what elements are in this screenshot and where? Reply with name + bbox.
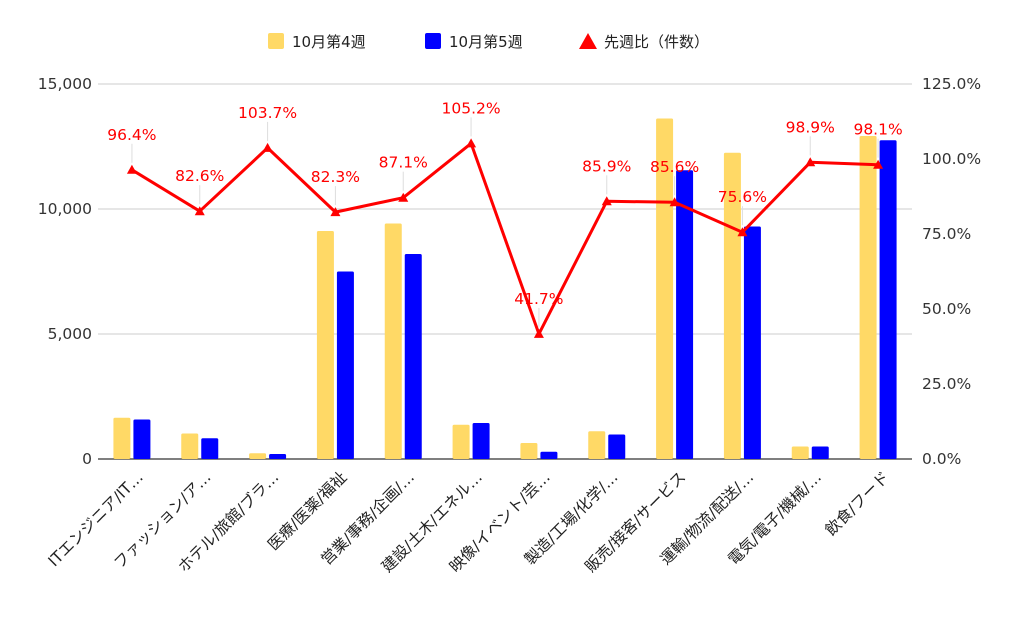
data-label: 96.4% xyxy=(107,126,156,144)
y-left-tick-label: 15,000 xyxy=(38,75,92,93)
line-point-marker xyxy=(601,196,612,206)
y-left-tick-label: 10,000 xyxy=(38,200,92,218)
bar xyxy=(472,423,490,459)
bar xyxy=(791,446,809,459)
bar xyxy=(316,231,334,459)
y-left-tick-label: 5,000 xyxy=(48,325,92,343)
y-right-tick-label: 125.0% xyxy=(922,75,981,93)
y-right-tick-label: 75.0% xyxy=(922,225,971,243)
bar xyxy=(588,431,606,459)
bar xyxy=(384,223,402,459)
bar xyxy=(113,417,131,459)
legend-swatch xyxy=(268,33,284,49)
line-point-marker xyxy=(194,206,205,216)
legend-label: 先週比（件数） xyxy=(604,33,709,51)
y-left-tick-label: 0 xyxy=(82,450,92,468)
bar xyxy=(859,136,877,459)
data-label: 85.6% xyxy=(650,158,699,176)
bar xyxy=(879,140,897,459)
bar xyxy=(336,271,354,459)
legend-label: 10月第5週 xyxy=(449,33,523,51)
bar xyxy=(608,434,626,459)
bar xyxy=(201,438,219,459)
x-axis-categories: ITエンジニア/IT…ファッション/ア…ホテル/旅館/ブラ…医療/医薬/福祉営業… xyxy=(45,467,893,576)
data-label: 105.2% xyxy=(442,99,501,117)
x-category-label: 飲食/フード xyxy=(822,468,893,539)
legend-swatch xyxy=(425,33,441,49)
line-point-marker xyxy=(126,164,137,174)
bar xyxy=(452,424,470,459)
bar xyxy=(249,453,267,459)
line-point-marker xyxy=(737,227,748,237)
data-label: 75.6% xyxy=(718,188,767,206)
y-axis-right: 0.0% 25.0% 50.0% 75.0% 100.0% 125.0% xyxy=(922,75,981,468)
legend: 10月第4週 10月第5週 先週比（件数） xyxy=(268,33,709,51)
ratio-line xyxy=(131,141,879,336)
bar xyxy=(269,454,287,459)
bar xyxy=(133,419,151,459)
y-right-tick-label: 25.0% xyxy=(922,375,971,393)
data-label: 82.6% xyxy=(175,167,224,185)
y-right-tick-label: 0.0% xyxy=(922,450,961,468)
bar xyxy=(811,446,829,459)
line-point-marker xyxy=(805,157,816,167)
line-point-marker xyxy=(466,138,477,148)
bar xyxy=(181,433,199,459)
data-label: 98.9% xyxy=(786,118,835,136)
bars xyxy=(113,118,897,459)
data-label: 103.7% xyxy=(238,104,297,122)
line-point-marker xyxy=(669,197,680,207)
bar xyxy=(656,118,674,459)
legend-marker xyxy=(579,33,597,49)
bar xyxy=(676,170,694,459)
line-point-marker xyxy=(533,328,544,338)
bar xyxy=(743,226,761,459)
y-right-tick-label: 100.0% xyxy=(922,150,981,168)
data-label: 98.1% xyxy=(853,121,902,139)
line-point-marker xyxy=(262,142,273,152)
data-label: 41.7% xyxy=(514,290,563,308)
line-point-marker xyxy=(873,159,884,169)
bar xyxy=(520,443,538,459)
line-point-marker xyxy=(398,192,409,202)
bar xyxy=(404,254,422,459)
data-labels: 96.4% 82.6% 103.7% 82.3% 87.1% 105.2% 41.7% 85.… xyxy=(107,99,903,327)
y-right-tick-label: 50.0% xyxy=(922,300,971,318)
bar xyxy=(540,451,558,459)
grid-lines xyxy=(98,83,912,460)
legend-label: 10月第4週 xyxy=(292,33,366,51)
data-label: 82.3% xyxy=(311,168,360,186)
data-label: 87.1% xyxy=(379,154,428,172)
data-label: 85.9% xyxy=(582,157,631,175)
line-point-marker xyxy=(330,207,341,217)
y-axis-left: 0 5,000 10,000 15,000 xyxy=(38,75,92,468)
ratio-line-layer xyxy=(126,138,884,338)
